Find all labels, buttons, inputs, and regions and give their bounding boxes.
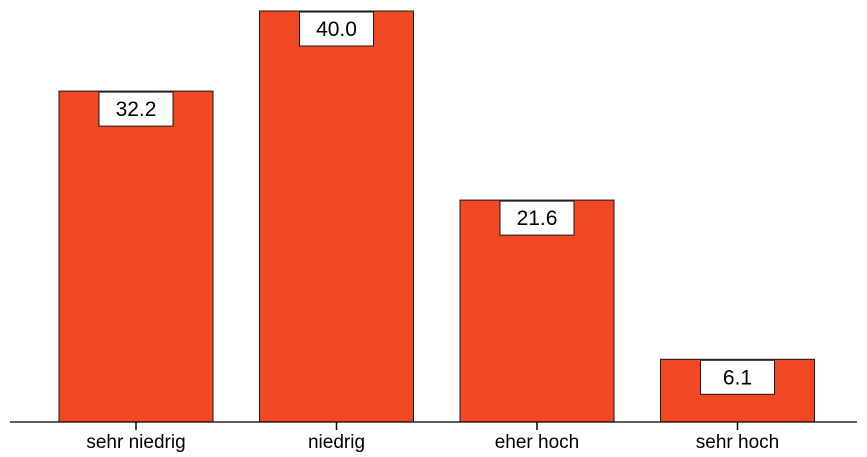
x-tick-label-0: sehr niedrig xyxy=(86,432,185,453)
bar-1 xyxy=(259,10,414,423)
bar-2 xyxy=(459,199,615,423)
value-labels-layer: 32.2 40.0 21.6 6.1 xyxy=(98,11,775,395)
value-label-3: 6.1 xyxy=(723,366,752,389)
value-label-box-3 xyxy=(700,359,775,395)
value-label-box-1 xyxy=(299,11,374,47)
value-label-2: 21.6 xyxy=(517,207,558,230)
value-label-box-0 xyxy=(98,91,174,127)
value-label-box-2 xyxy=(499,200,575,236)
bars-layer xyxy=(58,10,815,423)
value-label-1: 40.0 xyxy=(316,18,357,41)
x-tick-label-2: eher hoch xyxy=(495,432,580,453)
bar-0 xyxy=(58,90,214,423)
x-axis-ticks: sehr niedrig niedrig eher hoch sehr hoch xyxy=(86,422,779,453)
x-tick-label-3: sehr hoch xyxy=(696,432,779,453)
x-tick-label-1: niedrig xyxy=(308,432,365,453)
value-label-0: 32.2 xyxy=(116,98,157,121)
